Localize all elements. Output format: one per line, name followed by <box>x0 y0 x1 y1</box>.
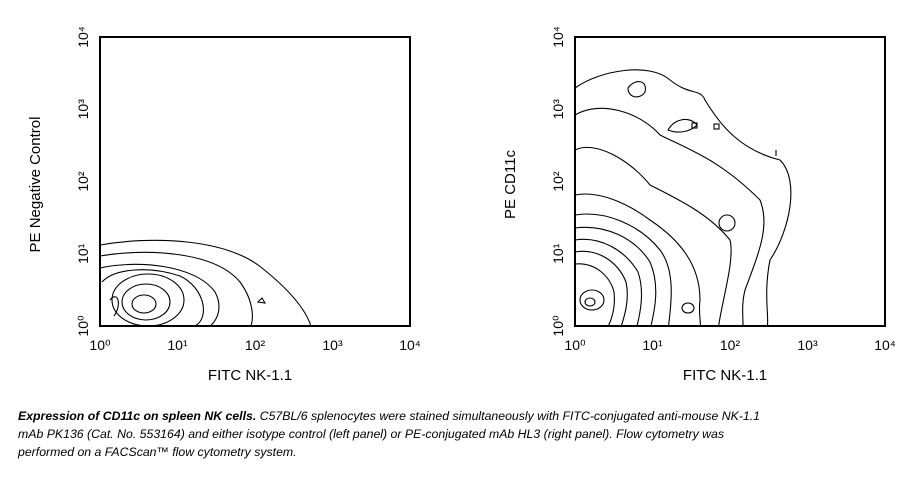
figure: 10⁰ 10¹ 10² 10³ 10⁴ 10⁰ 10¹ 10² 10³ 10⁴ FITC NK-1.… <box>27 26 896 384</box>
x-tick-label: 10⁴ <box>874 337 896 353</box>
y-tick-label: 10² <box>75 171 91 192</box>
plot-frame <box>99 36 411 327</box>
y-tick-label: 10⁴ <box>550 26 566 48</box>
x-tick-label: 10¹ <box>642 337 663 353</box>
y-tick-label: 10³ <box>550 99 566 120</box>
x-tick-label: 10⁰ <box>564 337 586 353</box>
y-tick-label: 10⁰ <box>75 315 91 337</box>
y-tick-label: 10⁴ <box>75 26 91 48</box>
caption-title: Expression of CD11c on spleen NK cells. <box>18 409 257 423</box>
y-tick-label: 10⁰ <box>550 315 566 337</box>
y-tick-label: 10³ <box>75 99 91 120</box>
x-axis-label: FITC NK-1.1 <box>683 367 767 384</box>
x-tick-label: 10⁰ <box>89 337 111 353</box>
contour-plot <box>100 239 312 326</box>
x-tick-label: 10⁴ <box>399 337 421 353</box>
y-axis-label: PE CD11c <box>502 150 519 219</box>
x-tick-label: 10³ <box>797 337 818 353</box>
y-tick-label: 10² <box>550 171 566 192</box>
y-tick-label: 10¹ <box>75 243 91 264</box>
y-tick-label: 10¹ <box>550 243 566 264</box>
x-tick-label: 10¹ <box>167 337 188 353</box>
caption: Expression of CD11c on spleen NK cells. … <box>18 407 778 461</box>
x-axis-label: FITC NK-1.1 <box>208 367 292 384</box>
x-tick-label: 10³ <box>322 337 343 353</box>
contour-plot <box>575 69 792 326</box>
y-axis-label: PE Negative Control <box>27 117 44 253</box>
caption-text: C57BL/6 splenocytes were stained simulta… <box>18 409 761 459</box>
x-tick-label: 10² <box>245 337 266 353</box>
plot-frame <box>574 36 886 327</box>
x-tick-label: 10² <box>720 337 741 353</box>
